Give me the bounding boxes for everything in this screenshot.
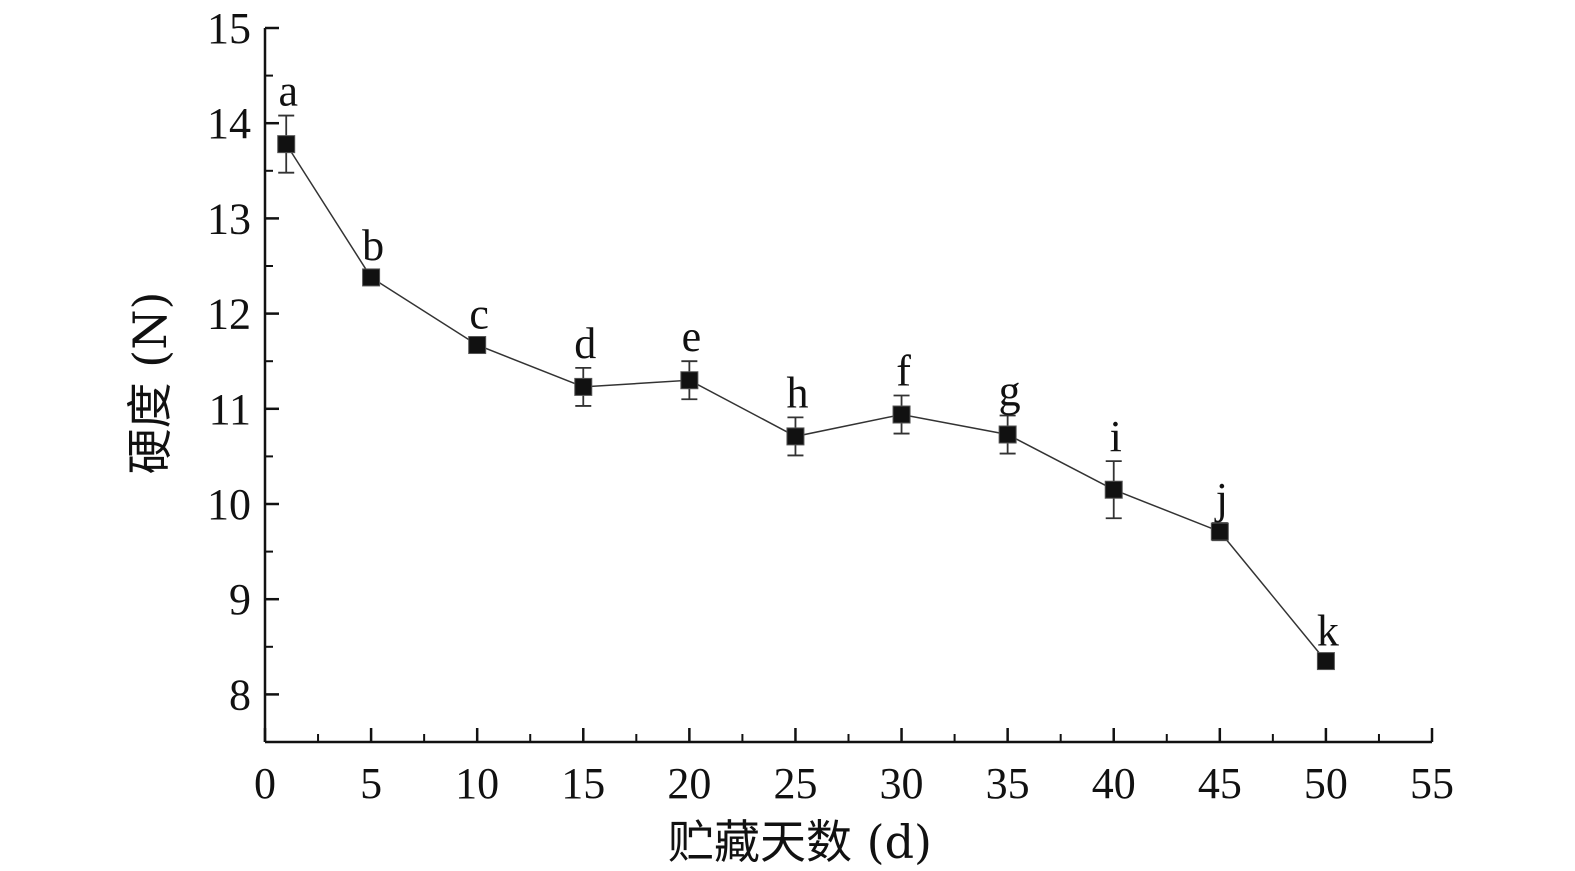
y-tick-label: 14 [207,99,251,148]
y-tick-label: 10 [207,480,251,529]
data-point-marker [786,427,805,446]
significance-label: f [896,346,911,395]
significance-label: e [682,312,702,361]
x-tick-label: 35 [986,759,1030,808]
significance-label: b [362,221,384,270]
x-tick-label: 25 [773,759,817,808]
y-tick-label: 12 [207,290,251,339]
significance-label: k [1317,606,1339,655]
y-tick-label: 8 [229,670,251,719]
data-point-marker [1104,480,1123,499]
x-tick-label: 30 [880,759,924,808]
x-tick-label: 0 [254,759,276,808]
x-tick-label: 5 [360,759,382,808]
x-tick-label: 20 [667,759,711,808]
y-tick-label: 9 [229,575,251,624]
significance-label: i [1110,412,1122,461]
data-point-marker [1210,522,1229,541]
x-tick-label: 45 [1198,759,1242,808]
data-point-marker [277,135,296,154]
significance-label: j [1214,474,1228,523]
x-tick-label: 40 [1092,759,1136,808]
significance-label: g [999,366,1021,415]
x-tick-label: 50 [1304,759,1348,808]
significance-label: a [278,67,298,116]
x-tick-label: 55 [1410,759,1454,808]
significance-label: d [574,319,596,368]
x-axis-title: 贮藏天数 (d) [668,815,932,869]
y-tick-label: 11 [209,385,251,434]
data-point-marker [362,268,381,287]
y-tick-label: 13 [207,194,251,243]
significance-label: h [786,368,808,417]
data-point-marker [1316,652,1335,671]
data-point-marker [998,425,1017,444]
x-tick-label: 10 [455,759,499,808]
y-tick-label: 15 [207,4,251,53]
data-point-marker [574,377,593,396]
data-point-marker [468,336,487,355]
plot-area: a b c d e h f g i j k [277,67,1339,671]
axes: 8 9 10 11 12 13 14 15 0 5 10 15 20 25 30 35 40 45 50 55 [207,4,1454,808]
y-axis-title: 硬度 (N) [123,292,177,475]
data-point-marker [680,371,699,390]
x-tick-label: 15 [561,759,605,808]
data-point-marker [892,405,911,424]
significance-label: c [469,289,489,338]
